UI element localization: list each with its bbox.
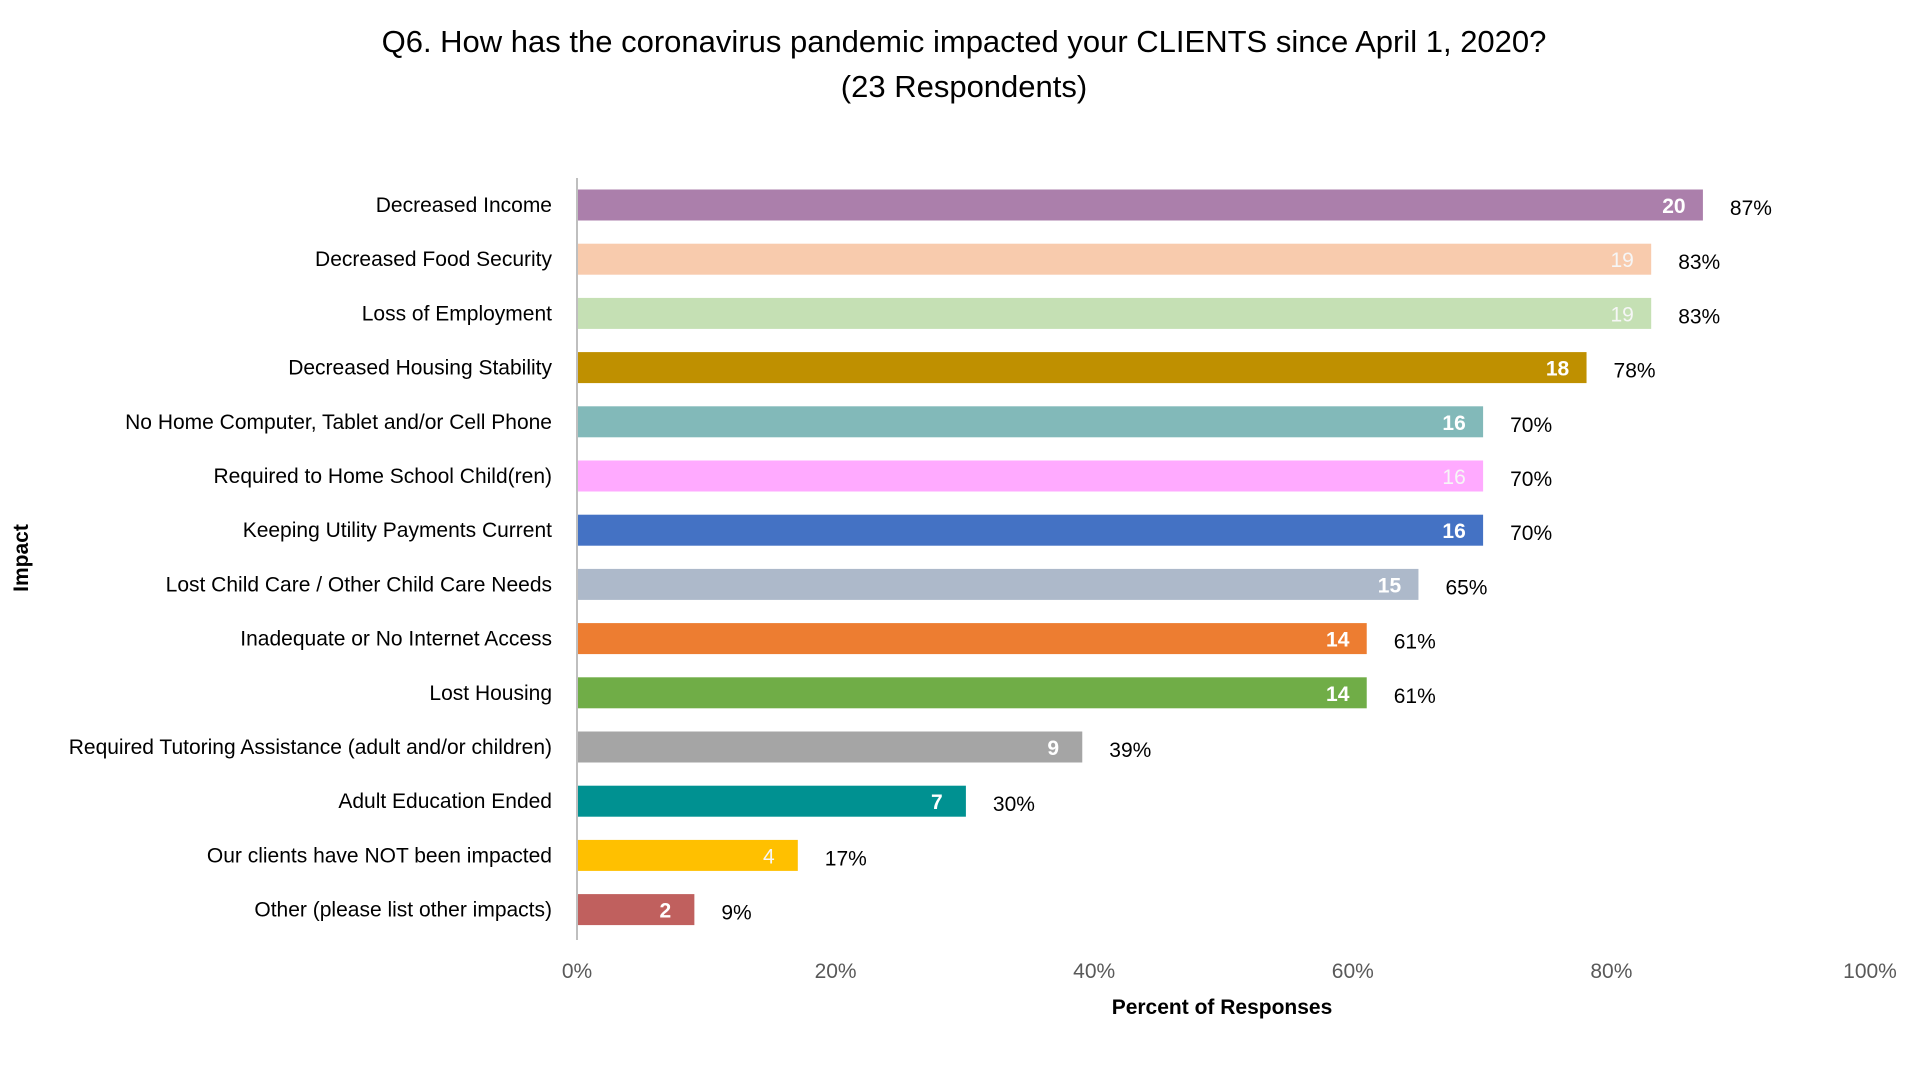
category-label: Decreased Income	[376, 194, 552, 217]
bars-layer: Decreased Income 20 87% Decreased Food Secu…	[69, 189, 1772, 926]
bar	[578, 839, 798, 871]
bar	[578, 623, 1367, 655]
bar	[578, 406, 1484, 438]
bar	[578, 297, 1652, 329]
x-tick-label: 80%	[1590, 960, 1632, 983]
bar-percent-label: 61%	[1394, 631, 1436, 654]
x-tick-label: 20%	[815, 960, 857, 983]
bar-percent-label: 17%	[825, 847, 867, 870]
x-tick-label: 100%	[1843, 960, 1897, 983]
bar	[578, 243, 1652, 275]
bar-count-label: 16	[1442, 412, 1465, 435]
bar-percent-label: 83%	[1678, 251, 1720, 274]
bar-count-label: 2	[660, 900, 672, 923]
bar-percent-label: 65%	[1445, 576, 1487, 599]
bar	[578, 894, 695, 926]
category-label: Keeping Utility Payments Current	[243, 519, 552, 542]
category-label: Our clients have NOT been impacted	[207, 844, 552, 867]
bar-count-label: 9	[1047, 737, 1059, 760]
category-label: Inadequate or No Internet Access	[240, 628, 552, 651]
bar-count-label: 20	[1662, 195, 1685, 218]
category-label: No Home Computer, Tablet and/or Cell Pho…	[125, 411, 552, 434]
bar	[578, 568, 1419, 600]
category-label: Required to Home School Child(ren)	[214, 465, 553, 488]
bar	[578, 189, 1703, 221]
category-label: Adult Education Ended	[338, 790, 552, 813]
bar-percent-label: 30%	[993, 793, 1035, 816]
bar-count-label: 19	[1611, 303, 1634, 326]
x-axis-title: Percent of Responses	[1112, 996, 1333, 1019]
bar-count-label: 19	[1611, 249, 1634, 272]
bar-percent-label: 70%	[1510, 414, 1552, 437]
bar-count-label: 16	[1442, 520, 1465, 543]
bar-count-label: 16	[1442, 466, 1465, 489]
bar-percent-label: 87%	[1730, 197, 1772, 220]
chart-title-line2: (23 Respondents)	[841, 69, 1087, 104]
bar	[578, 785, 966, 817]
bar-percent-label: 61%	[1394, 685, 1436, 708]
bar-percent-label: 78%	[1614, 360, 1656, 383]
bar-count-label: 7	[931, 791, 943, 814]
bar	[578, 731, 1083, 763]
x-tick-label: 60%	[1332, 960, 1374, 983]
category-label: Decreased Housing Stability	[288, 357, 552, 380]
bar-percent-label: 70%	[1510, 468, 1552, 491]
x-tick-label: 40%	[1073, 960, 1115, 983]
bar-percent-label: 39%	[1109, 739, 1151, 762]
category-label: Required Tutoring Assistance (adult and/…	[69, 736, 552, 759]
category-label: Decreased Food Security	[315, 248, 552, 271]
category-label: Loss of Employment	[362, 302, 552, 325]
bar-count-label: 14	[1326, 629, 1350, 652]
bar-count-label: 18	[1546, 358, 1570, 381]
bar-count-label: 14	[1326, 683, 1350, 706]
category-label: Lost Child Care / Other Child Care Needs	[166, 573, 552, 596]
chart-title-line1: Q6. How has the coronavirus pandemic imp…	[382, 24, 1547, 59]
bar-count-label: 15	[1378, 574, 1402, 597]
bar	[578, 677, 1367, 709]
bar	[578, 514, 1484, 546]
x-tick-labels: 0% 20% 40% 60% 80% 100%	[562, 960, 1897, 983]
bar-percent-label: 70%	[1510, 522, 1552, 545]
bar	[578, 460, 1484, 492]
bar-count-label: 4	[763, 845, 775, 868]
bar-percent-label: 83%	[1678, 305, 1720, 328]
category-label: Other (please list other impacts)	[254, 899, 552, 922]
bar-percent-label: 9%	[721, 902, 751, 925]
category-label: Lost Housing	[429, 682, 552, 705]
x-tick-label: 0%	[562, 960, 592, 983]
bar	[578, 352, 1587, 384]
y-axis-title: Impact	[10, 524, 33, 592]
